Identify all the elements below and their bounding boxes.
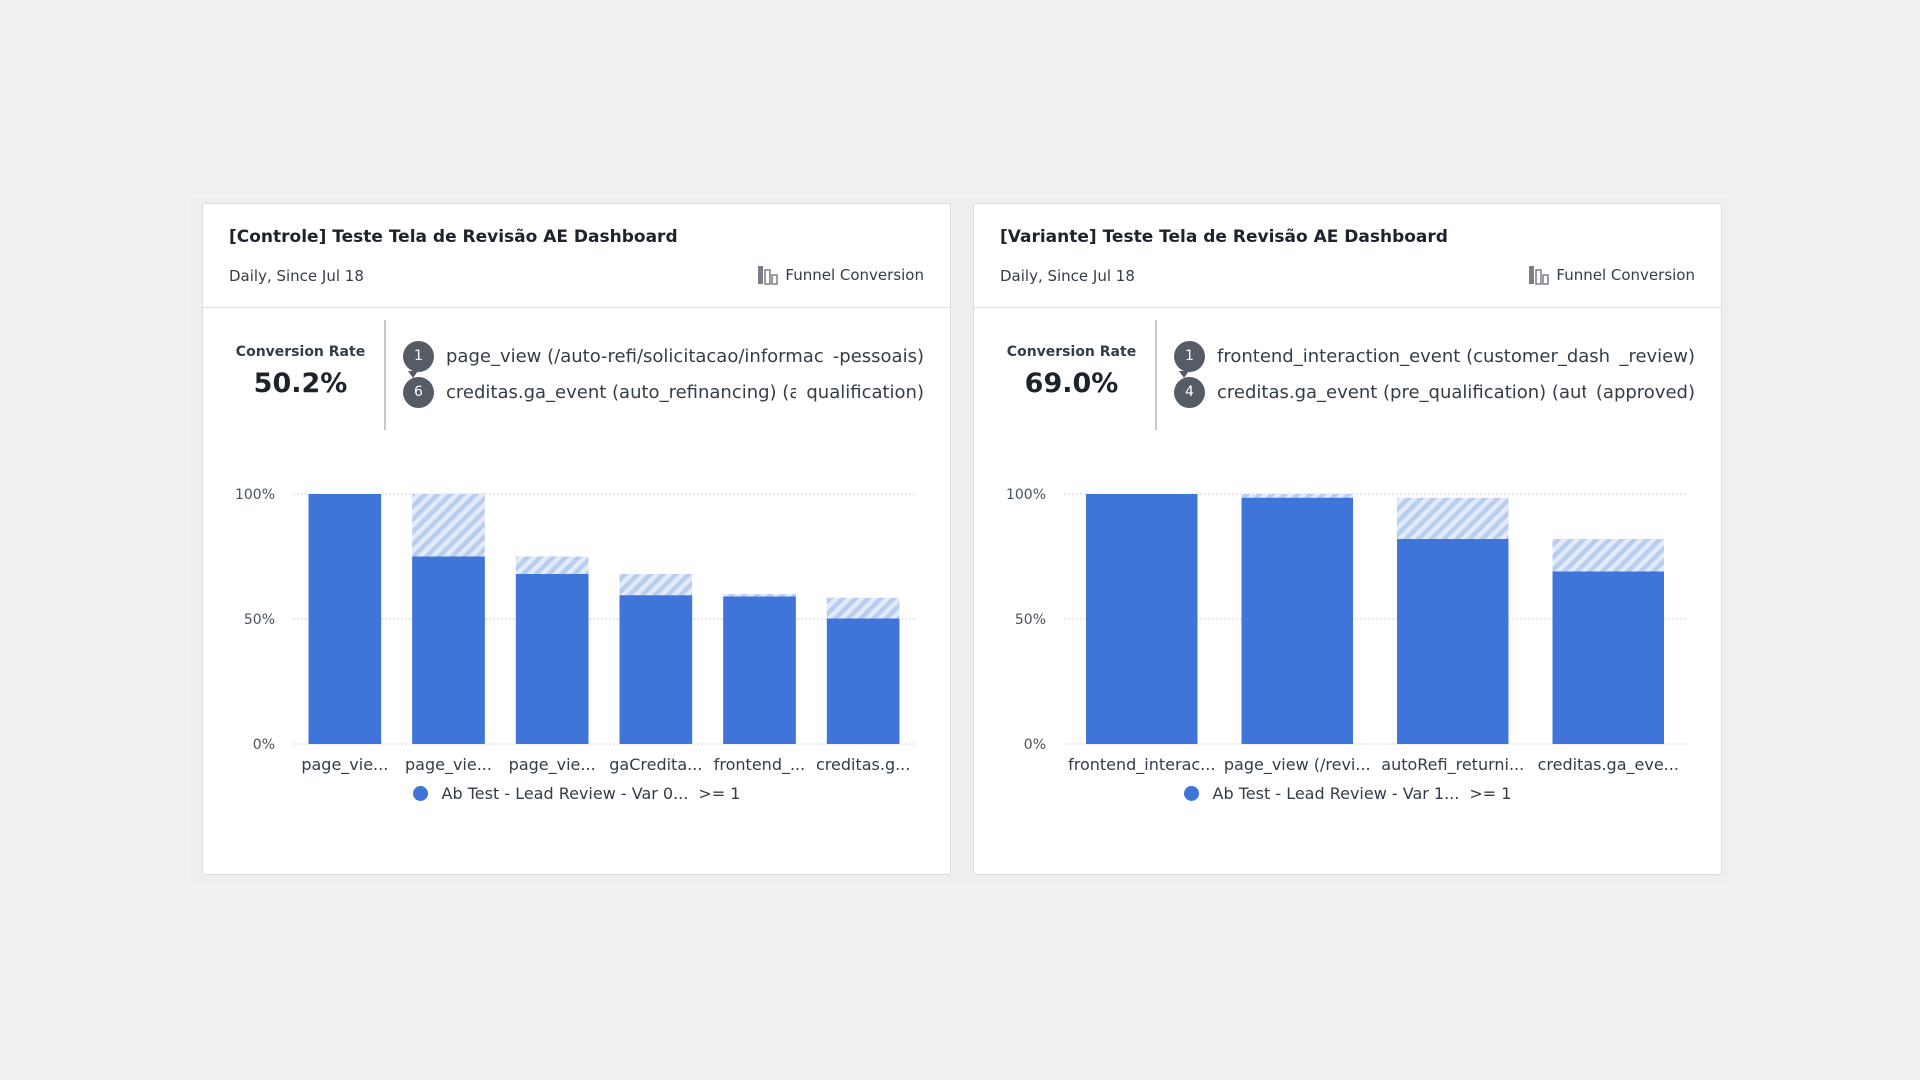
x-category-label: page_view (/revi...: [1224, 755, 1371, 775]
legend-dot-icon: [412, 786, 428, 801]
y-tick-label: 50%: [244, 612, 275, 628]
step-event-name: frontend_interaction_event (customer_das…: [1217, 345, 1610, 367]
funnel-bar[interactable]: [619, 595, 693, 744]
y-tick-label: 50%: [1015, 612, 1046, 628]
funnel-bar[interactable]: [412, 556, 485, 745]
dropoff-hatch[interactable]: [723, 594, 796, 597]
x-category-label: gaCredita...: [609, 755, 702, 774]
chart-card-variante[interactable]: [Variante] Teste Tela de Revisão AE Dash…: [973, 203, 1722, 875]
x-category-label: page_vie...: [301, 755, 388, 775]
y-tick-label: 0%: [253, 737, 275, 753]
chart-legend[interactable]: Ab Test - Lead Review - Var 0... >= 1: [203, 784, 950, 803]
x-category-label: creditas.ga_eve...: [1538, 755, 1679, 775]
funnel-bar[interactable]: [1086, 494, 1198, 744]
conversion-metric: Conversion Rate 50.2%: [223, 344, 378, 399]
card-header: [Controle] Teste Tela de Revisão AE Dash…: [203, 204, 950, 308]
chart-type-text: Funnel Conversion: [1556, 266, 1695, 284]
step-number-badge: 4: [1174, 376, 1205, 408]
legend-series-name: Ab Test - Lead Review - Var 1...: [1212, 784, 1460, 803]
funnel-bar[interactable]: [1397, 539, 1509, 744]
y-tick-label: 100%: [1006, 487, 1046, 503]
funnel-chart-icon: [1529, 266, 1550, 285]
funnel-step-first[interactable]: 1 frontend_interaction_event (customer_d…: [1174, 338, 1695, 378]
step-number-badge: 1: [1174, 340, 1205, 378]
step-number-badge: 1: [403, 340, 434, 378]
step-number-badge: 6: [403, 376, 434, 408]
funnel-bar[interactable]: [723, 596, 796, 745]
funnel-bar[interactable]: [308, 494, 382, 744]
metric-label: Conversion Rate: [1006, 344, 1137, 360]
x-category-label: page_vie...: [405, 755, 492, 775]
metric-value: 69.0%: [1024, 368, 1119, 399]
card-title[interactable]: [Variante] Teste Tela de Revisão AE Dash…: [1000, 227, 1448, 247]
chart-card-controle[interactable]: [Controle] Teste Tela de Revisão AE Dash…: [202, 203, 951, 875]
x-category-label: frontend_interac...: [1068, 755, 1215, 775]
funnel-bar-chart[interactable]: 100% 50% 0% frontend_interac... page_view (/…: [974, 204, 1723, 784]
metric-label: Conversion Rate: [235, 344, 366, 360]
legend-dot-icon: [1183, 786, 1199, 801]
card-subtitle: Daily, Since Jul 18: [229, 267, 364, 285]
chart-type-label: Funnel Conversion: [757, 264, 924, 286]
y-tick-label: 0%: [1024, 737, 1046, 753]
dropoff-hatch[interactable]: [1397, 497, 1509, 539]
conversion-metric: Conversion Rate 69.0%: [994, 344, 1149, 399]
legend-condition: >= 1: [698, 784, 741, 803]
funnel-step-first[interactable]: 1 page_view (/auto-refi/solicitacao/info…: [403, 338, 924, 378]
metric-divider: [1155, 320, 1157, 430]
funnel-bar[interactable]: [1552, 571, 1665, 745]
funnel-chart-icon: [758, 266, 779, 285]
chart-legend[interactable]: Ab Test - Lead Review - Var 1... >= 1: [974, 784, 1721, 803]
step-event-suffix: _review): [1619, 345, 1695, 367]
funnel-bar[interactable]: [515, 574, 589, 744]
step-event-suffix: (approved): [1595, 381, 1695, 403]
funnel-bar[interactable]: [1241, 497, 1354, 744]
dropoff-hatch[interactable]: [826, 597, 900, 619]
card-title[interactable]: [Controle] Teste Tela de Revisão AE Dash…: [229, 227, 678, 247]
chart-type-text: Funnel Conversion: [785, 266, 924, 284]
x-category-label: page_vie...: [509, 755, 596, 775]
funnel-step-last[interactable]: 6 creditas.ga_event (auto_refinancing) (…: [403, 374, 924, 410]
card-header: [Variante] Teste Tela de Revisão AE Dash…: [974, 204, 1721, 308]
step-event-suffix: -pessoais): [832, 345, 924, 367]
dropoff-hatch[interactable]: [515, 556, 589, 575]
step-event-name: creditas.ga_event (auto_refinancing) (ap…: [446, 381, 797, 403]
dropoff-hatch[interactable]: [619, 574, 693, 596]
funnel-steps: 1 page_view (/auto-refi/solicitacao/info…: [403, 338, 924, 410]
dropoff-hatch[interactable]: [1241, 494, 1354, 498]
step-event-name: page_view (/auto-refi/solicitacao/inform…: [446, 345, 823, 367]
chart-type-label: Funnel Conversion: [1528, 264, 1695, 286]
legend-series-name: Ab Test - Lead Review - Var 0...: [441, 784, 689, 803]
dropoff-hatch[interactable]: [412, 494, 485, 557]
funnel-steps: 1 frontend_interaction_event (customer_d…: [1174, 338, 1695, 410]
step-event-suffix: qualification): [806, 381, 924, 403]
dropoff-hatch[interactable]: [1552, 539, 1665, 572]
card-subtitle: Daily, Since Jul 18: [1000, 267, 1135, 285]
legend-condition: >= 1: [1469, 784, 1512, 803]
funnel-step-last[interactable]: 4 creditas.ga_event (pre_qualification) …: [1174, 374, 1695, 410]
x-category-label: autoRefi_returni...: [1381, 755, 1524, 775]
y-tick-label: 100%: [235, 487, 275, 503]
funnel-bar[interactable]: [826, 618, 900, 745]
x-category-label: creditas.g...: [816, 755, 910, 774]
metric-divider: [384, 320, 386, 430]
step-event-name: creditas.ga_event (pre_qualification) (a…: [1217, 381, 1586, 403]
x-category-label: frontend_...: [714, 755, 805, 775]
metric-value: 50.2%: [253, 368, 348, 399]
funnel-bar-chart[interactable]: 100% 50% 0% page_vie... page_vie... page_vie.…: [203, 204, 952, 784]
